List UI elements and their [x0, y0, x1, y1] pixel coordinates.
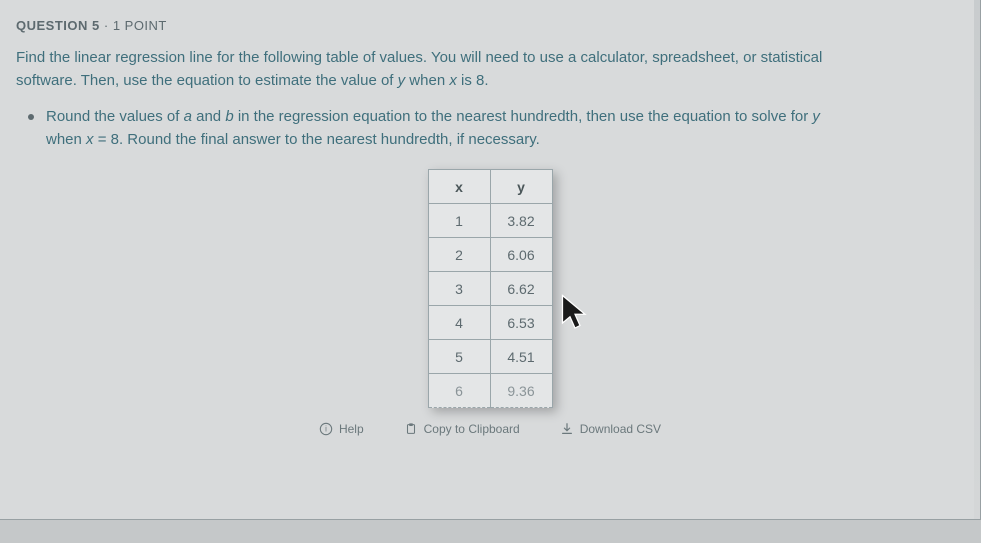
cell-x: 6 — [428, 374, 490, 408]
col-header-x: x — [428, 170, 490, 204]
download-label: Download CSV — [580, 422, 661, 436]
bt-d: when — [46, 131, 86, 148]
cell-x: 4 — [428, 306, 490, 340]
question-number: QUESTION 5 — [16, 18, 100, 33]
table-footer: i Help Copy to Clipboard Download CSV — [16, 422, 964, 436]
cell-y: 6.06 — [490, 238, 552, 272]
bullet-text: Round the values of a and b in the regre… — [46, 106, 820, 151]
table-area: x y 13.82 26.06 36.62 46.53 54.51 69.36 — [16, 169, 964, 408]
prompt-mid1: when — [405, 72, 449, 89]
table-row: 36.62 — [428, 272, 552, 306]
question-points: 1 POINT — [113, 18, 167, 33]
var-x: x — [449, 72, 457, 89]
cell-y: 3.82 — [490, 204, 552, 238]
data-table: x y 13.82 26.06 36.62 46.53 54.51 69.36 — [428, 169, 553, 408]
prompt-line1b: software. Then, use the equation to esti… — [16, 72, 398, 89]
var-a: a — [184, 108, 192, 125]
page-edge — [974, 0, 980, 519]
table-row: 26.06 — [428, 238, 552, 272]
question-header: QUESTION 5 · 1 POINT — [16, 18, 964, 33]
cell-x: 1 — [428, 204, 490, 238]
var-y2: y — [812, 108, 820, 125]
prompt-text: Find the linear regression line for the … — [16, 47, 964, 92]
bt-b: and — [192, 108, 225, 125]
copy-button[interactable]: Copy to Clipboard — [404, 422, 520, 436]
table-header-row: x y — [428, 170, 552, 204]
help-label: Help — [339, 422, 364, 436]
bt-c: in the regression equation to the neares… — [234, 108, 813, 125]
help-icon: i — [319, 422, 333, 436]
copy-label: Copy to Clipboard — [424, 422, 520, 436]
bt-a: Round the values of — [46, 108, 184, 125]
prompt-end1: is 8. — [457, 72, 489, 89]
question-card: QUESTION 5 · 1 POINT Find the linear reg… — [0, 0, 981, 520]
clipboard-icon — [404, 422, 418, 436]
download-icon — [560, 422, 574, 436]
var-b: b — [225, 108, 233, 125]
table-body: 13.82 26.06 36.62 46.53 54.51 69.36 — [428, 204, 552, 408]
prompt-line1a: Find the linear regression line for the … — [16, 49, 822, 66]
cell-x: 3 — [428, 272, 490, 306]
help-button[interactable]: i Help — [319, 422, 364, 436]
cell-y: 4.51 — [490, 340, 552, 374]
instruction-bullet: Round the values of a and b in the regre… — [28, 106, 964, 151]
cell-y: 6.62 — [490, 272, 552, 306]
col-header-y: y — [490, 170, 552, 204]
table-row: 69.36 — [428, 374, 552, 408]
download-button[interactable]: Download CSV — [560, 422, 661, 436]
var-x2: x — [86, 131, 94, 148]
table-row: 54.51 — [428, 340, 552, 374]
bt-e: = 8. Round the final answer to the neare… — [94, 131, 540, 148]
table-row: 46.53 — [428, 306, 552, 340]
bullet-dot-icon — [28, 114, 34, 120]
table-row: 13.82 — [428, 204, 552, 238]
cell-y: 6.53 — [490, 306, 552, 340]
cell-x: 5 — [428, 340, 490, 374]
header-sep: · — [100, 18, 113, 33]
svg-text:i: i — [325, 425, 327, 434]
cell-y: 9.36 — [490, 374, 552, 408]
cell-x: 2 — [428, 238, 490, 272]
